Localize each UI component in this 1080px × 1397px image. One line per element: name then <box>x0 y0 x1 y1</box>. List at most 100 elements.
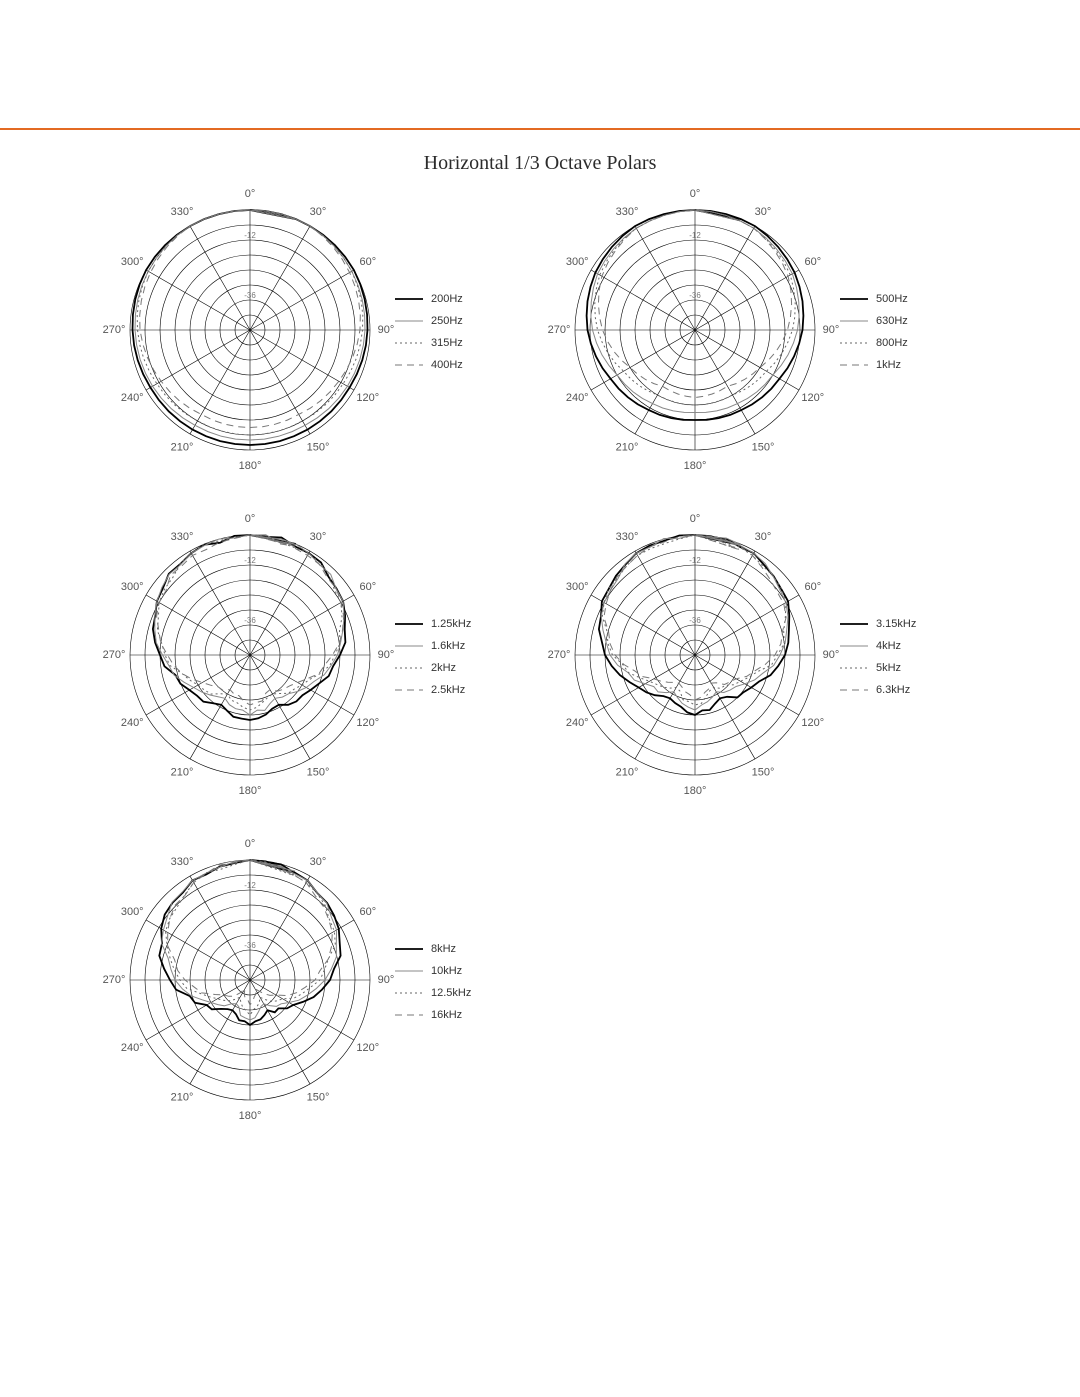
angle-label: 210° <box>616 767 639 779</box>
legend-item: 800Hz <box>840 332 908 354</box>
angle-label: 210° <box>171 1092 194 1104</box>
polar-chart: 0°30°60°90°120°150°180°210°240°270°300°3… <box>100 830 400 1130</box>
page: Horizontal 1/3 Octave Polars 0° 30° 60° 90°… <box>0 0 1080 1397</box>
legend-label: 4kHz <box>876 640 901 652</box>
angle-label: 330° <box>171 206 194 218</box>
angle-label: 30° <box>310 856 327 868</box>
angle-label: 180° <box>239 1110 262 1122</box>
legend-label: 2kHz <box>431 662 456 674</box>
angle-label: 210° <box>171 442 194 454</box>
angle-label: 90° <box>378 324 395 336</box>
legend-label: 12.5kHz <box>431 987 471 999</box>
angle-label: 150° <box>307 1092 330 1104</box>
angle-label: 60° <box>359 256 376 268</box>
angle-label: 300° <box>566 256 589 268</box>
angle-label: 300° <box>566 581 589 593</box>
angle-label: 0° <box>690 513 701 525</box>
angle-label: 180° <box>239 785 262 797</box>
legend-label: 630Hz <box>876 315 908 327</box>
legend-label: 500Hz <box>876 293 908 305</box>
polar-chart: 0°30°60°90°120°150°180°210°240°270°300°3… <box>100 505 400 805</box>
angle-label: 240° <box>566 717 589 729</box>
angle-label: 30° <box>755 206 772 218</box>
chart-legend: 500Hz 630Hz 800Hz1kHz <box>840 288 908 376</box>
angle-label: 0° <box>245 838 256 850</box>
legend-item: 5kHz <box>840 657 916 679</box>
angle-label: 120° <box>356 392 379 404</box>
angle-label: 270° <box>548 649 571 661</box>
angle-label: 0° <box>690 188 701 200</box>
angle-label: 60° <box>804 581 821 593</box>
angle-label: 240° <box>121 392 144 404</box>
legend-item: 250Hz <box>395 310 463 332</box>
angle-label: 330° <box>171 531 194 543</box>
legend-item: 630Hz <box>840 310 908 332</box>
db-label: -36 <box>689 616 701 625</box>
legend-item: 10kHz <box>395 960 471 982</box>
angle-label: 30° <box>755 531 772 543</box>
angle-label: 90° <box>823 649 840 661</box>
db-label: -36 <box>244 291 256 300</box>
legend-label: 5kHz <box>876 662 901 674</box>
angle-label: 240° <box>121 1042 144 1054</box>
angle-label: 120° <box>356 1042 379 1054</box>
angle-label: 240° <box>566 392 589 404</box>
legend-item: 1kHz <box>840 354 908 376</box>
angle-label: 120° <box>801 392 824 404</box>
angle-label: 210° <box>171 767 194 779</box>
chart-legend: 1.25kHz 1.6kHz 2kHz 2.5kHz <box>395 613 471 701</box>
angle-label: 270° <box>103 649 126 661</box>
angle-label: 300° <box>121 906 144 918</box>
legend-label: 6.3kHz <box>876 684 910 696</box>
legend-label: 8kHz <box>431 943 456 955</box>
angle-label: 150° <box>752 767 775 779</box>
page-title: Horizontal 1/3 Octave Polars <box>0 152 1080 175</box>
angle-label: 210° <box>616 442 639 454</box>
legend-label: 3.15kHz <box>876 618 916 630</box>
angle-label: 60° <box>359 906 376 918</box>
angle-label: 90° <box>378 649 395 661</box>
legend-label: 1.6kHz <box>431 640 465 652</box>
legend-item: 400Hz <box>395 354 463 376</box>
angle-label: 60° <box>804 256 821 268</box>
angle-label: 120° <box>801 717 824 729</box>
legend-item: 16kHz <box>395 1004 471 1026</box>
polar-chart: 0°30°60°90°120°150°180°210°240°270°300°3… <box>545 180 845 480</box>
polar-chart: 0° 30° 60° 90° 120° 150° 180° 210° 240° 270° 300° 3… <box>545 505 845 805</box>
angle-label: 30° <box>310 531 327 543</box>
db-label: -12 <box>689 556 701 565</box>
angle-label: 330° <box>616 531 639 543</box>
legend-item: 6.3kHz <box>840 679 916 701</box>
legend-item: 1.6kHz <box>395 635 471 657</box>
legend-label: 16kHz <box>431 1009 462 1021</box>
angle-label: 300° <box>121 256 144 268</box>
angle-label: 270° <box>103 324 126 336</box>
legend-item: 3.15kHz <box>840 613 916 635</box>
legend-label: 2.5kHz <box>431 684 465 696</box>
angle-label: 300° <box>121 581 144 593</box>
angle-label: 270° <box>103 974 126 986</box>
angle-label: 180° <box>684 460 707 472</box>
angle-label: 150° <box>307 767 330 779</box>
legend-item: 1.25kHz <box>395 613 471 635</box>
legend-item: 500Hz <box>840 288 908 310</box>
legend-label: 10kHz <box>431 965 462 977</box>
legend-label: 315Hz <box>431 337 463 349</box>
angle-label: 30° <box>310 206 327 218</box>
angle-label: 0° <box>245 188 256 200</box>
chart-legend: 8kHz 10kHz 12.5kHz 16kHz <box>395 938 471 1026</box>
chart-legend: 200Hz250Hz 315Hz 400Hz <box>395 288 463 376</box>
angle-label: 60° <box>359 581 376 593</box>
angle-label: 180° <box>684 785 707 797</box>
chart-legend: 3.15kHz 4kHz 5kHz 6.3kHz <box>840 613 916 701</box>
legend-item: 200Hz <box>395 288 463 310</box>
angle-label: 330° <box>616 206 639 218</box>
angle-label: 270° <box>548 324 571 336</box>
legend-item: 2.5kHz <box>395 679 471 701</box>
angle-label: 180° <box>239 460 262 472</box>
db-label: -12 <box>689 231 701 240</box>
legend-label: 400Hz <box>431 359 463 371</box>
legend-item: 4kHz <box>840 635 916 657</box>
header-rule <box>0 128 1080 130</box>
db-label: -12 <box>244 881 256 890</box>
